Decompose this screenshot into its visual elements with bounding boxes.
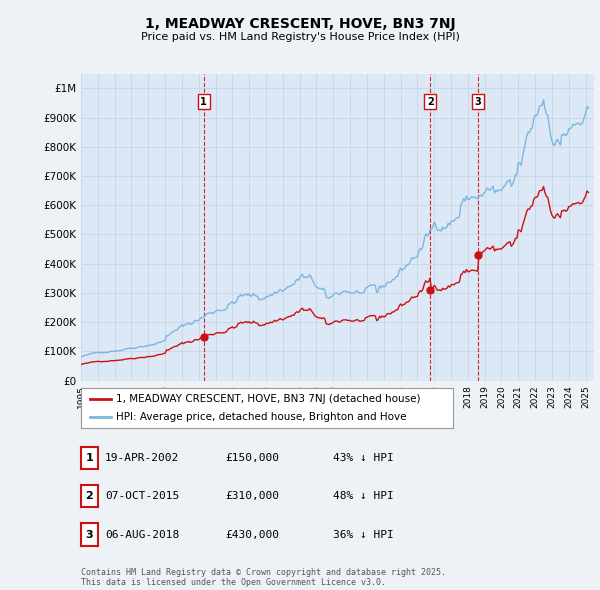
Text: 48% ↓ HPI: 48% ↓ HPI xyxy=(333,491,394,501)
Text: £430,000: £430,000 xyxy=(225,530,279,539)
Text: 3: 3 xyxy=(475,97,481,107)
Text: 1, MEADWAY CRESCENT, HOVE, BN3 7NJ: 1, MEADWAY CRESCENT, HOVE, BN3 7NJ xyxy=(145,17,455,31)
Text: 1: 1 xyxy=(200,97,207,107)
Text: 1, MEADWAY CRESCENT, HOVE, BN3 7NJ (detached house): 1, MEADWAY CRESCENT, HOVE, BN3 7NJ (deta… xyxy=(116,394,421,404)
Text: 2: 2 xyxy=(86,491,93,501)
Text: 06-AUG-2018: 06-AUG-2018 xyxy=(105,530,179,539)
Text: Price paid vs. HM Land Registry's House Price Index (HPI): Price paid vs. HM Land Registry's House … xyxy=(140,32,460,41)
Text: 2: 2 xyxy=(427,97,434,107)
Text: 36% ↓ HPI: 36% ↓ HPI xyxy=(333,530,394,539)
Text: 1: 1 xyxy=(86,453,93,463)
Text: HPI: Average price, detached house, Brighton and Hove: HPI: Average price, detached house, Brig… xyxy=(116,411,407,421)
Text: 19-APR-2002: 19-APR-2002 xyxy=(105,453,179,463)
Text: £310,000: £310,000 xyxy=(225,491,279,501)
Text: 43% ↓ HPI: 43% ↓ HPI xyxy=(333,453,394,463)
Text: 07-OCT-2015: 07-OCT-2015 xyxy=(105,491,179,501)
Text: Contains HM Land Registry data © Crown copyright and database right 2025.
This d: Contains HM Land Registry data © Crown c… xyxy=(81,568,446,587)
Text: 3: 3 xyxy=(86,530,93,539)
Text: £150,000: £150,000 xyxy=(225,453,279,463)
